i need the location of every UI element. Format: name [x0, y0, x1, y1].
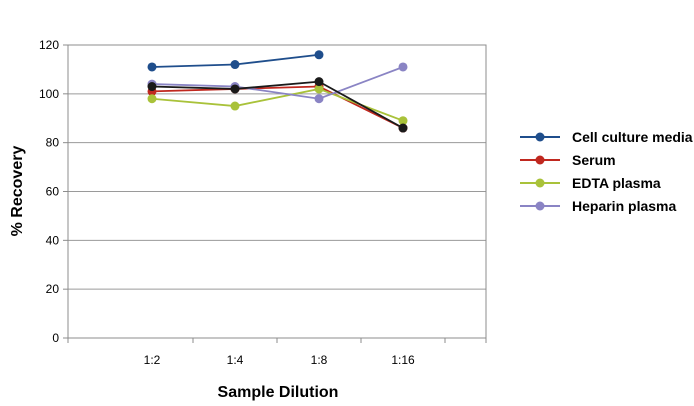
data-point	[398, 62, 408, 72]
y-tick-label: 100	[39, 87, 59, 101]
y-tick-label: 60	[46, 185, 60, 199]
data-point	[147, 62, 157, 72]
legend-marker	[535, 132, 545, 142]
legend-marker	[535, 178, 545, 188]
series-layer	[147, 50, 408, 133]
series-4	[147, 77, 408, 133]
data-point	[147, 94, 157, 104]
legend-label: Cell culture media	[572, 129, 693, 145]
data-point	[230, 60, 240, 70]
data-point	[314, 77, 324, 87]
y-tick-label: 120	[39, 38, 59, 52]
data-point	[230, 84, 240, 94]
legend-item: Heparin plasma	[520, 198, 676, 214]
x-tick-label: 1:2	[144, 353, 161, 367]
data-point	[314, 84, 324, 94]
data-point	[398, 123, 408, 133]
data-point	[314, 50, 324, 60]
gridlines	[68, 44, 486, 290]
x-tick-label: 1:4	[227, 353, 244, 367]
data-point	[147, 82, 157, 92]
x-axis-ticks: 1:2 1:4 1:8 1:16	[67, 338, 487, 367]
series-line	[151, 80, 404, 129]
legend-label: EDTA plasma	[572, 175, 661, 191]
y-tick-label: 40	[46, 233, 60, 247]
legend-label: Serum	[572, 152, 616, 168]
legend-marker	[535, 201, 545, 211]
legend-item: EDTA plasma	[520, 175, 661, 191]
legend-label: Heparin plasma	[572, 198, 676, 214]
legend: Cell culture media Serum EDTA plasma Hepari…	[520, 129, 693, 214]
series-line	[151, 66, 404, 100]
y-axis-ticks: 0 20 40 60 80 100 120	[39, 38, 68, 345]
series-line	[151, 85, 404, 129]
data-point	[230, 101, 240, 111]
data-point	[398, 116, 408, 126]
x-tick-label: 1:8	[311, 353, 328, 367]
y-tick-label: 0	[52, 331, 59, 345]
legend-marker	[535, 155, 545, 165]
y-tick-label: 20	[46, 282, 60, 296]
x-axis-title: Sample Dilution	[218, 384, 339, 401]
y-axis-title: % Recovery	[9, 146, 26, 237]
y-tick-label: 80	[46, 136, 60, 150]
x-tick-label: 1:16	[391, 353, 415, 367]
legend-item: Serum	[520, 152, 616, 168]
legend-item: Cell culture media	[520, 129, 693, 145]
series-0	[147, 50, 324, 72]
data-point	[314, 94, 324, 104]
